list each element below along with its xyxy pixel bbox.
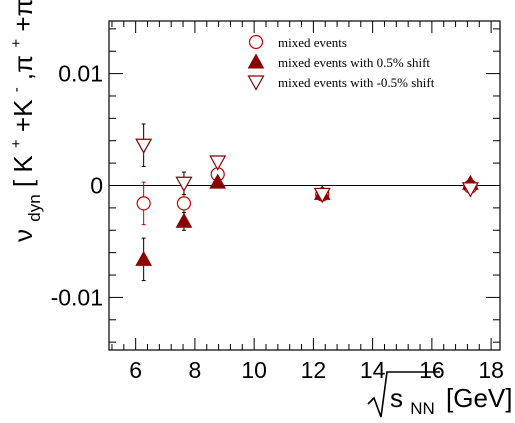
legend-label: mixed events with 0.5% shift bbox=[278, 55, 430, 70]
svg-text:s NN: s NN bbox=[390, 383, 435, 418]
data-point bbox=[461, 182, 479, 198]
sqrt-symbol bbox=[367, 371, 440, 418]
data-point bbox=[136, 196, 151, 211]
y-axis-label-sup1: + bbox=[8, 139, 25, 148]
svg-text:ν dyn [ K: ν dyn [ K + +K - ,π + +π - ] bbox=[0, 0, 46, 242]
y-axis-label-sup2: - bbox=[8, 87, 25, 92]
x-axis-label-s: s bbox=[390, 383, 403, 413]
y-axis-label-k: K bbox=[8, 155, 38, 173]
y-axis-label-sub: dyn bbox=[25, 194, 44, 221]
x-tick-label: 10 bbox=[241, 357, 267, 383]
y-axis-label-kminus: +K bbox=[8, 99, 38, 132]
tick-labels: 6 8 10 12 14 16 18 -0.01 0 0.01 bbox=[51, 61, 504, 383]
legend-marker bbox=[247, 75, 265, 91]
x-tick-label: 8 bbox=[189, 357, 202, 383]
legend-marker bbox=[248, 34, 264, 50]
y-axis-label-bracket-open: [ bbox=[8, 179, 38, 187]
y-tick-label: 0 bbox=[90, 173, 103, 199]
x-tick-label: 14 bbox=[360, 357, 386, 383]
y-axis-label-pi: ,π bbox=[8, 55, 38, 80]
legend-marker bbox=[247, 53, 265, 69]
x-tick-label: 18 bbox=[478, 357, 504, 383]
y-axis-label-nu: ν bbox=[8, 229, 38, 242]
data-point bbox=[135, 250, 153, 266]
y-axis-label-pi2: +π bbox=[8, 0, 38, 32]
y-tick-label: -0.01 bbox=[51, 284, 103, 310]
data-point bbox=[176, 196, 192, 211]
data-point bbox=[175, 212, 193, 228]
x-axis-title: s NN [GeV] bbox=[367, 371, 512, 418]
axis-ticks bbox=[109, 21, 500, 350]
y-axis-title: ν dyn [ K + +K - ,π + +π - ] bbox=[0, 0, 46, 242]
data-point bbox=[209, 155, 227, 171]
legend: mixed events mixed events with 0.5% shift… bbox=[247, 34, 435, 91]
legend-label: mixed events bbox=[278, 35, 347, 50]
x-tick-label: 16 bbox=[419, 357, 445, 383]
data-marks bbox=[135, 123, 479, 282]
x-axis-label-sub: NN bbox=[410, 399, 435, 418]
x-tick-label: 12 bbox=[301, 357, 327, 383]
x-tick-label: 6 bbox=[129, 357, 142, 383]
series-3 bbox=[135, 123, 479, 204]
data-point bbox=[209, 173, 227, 189]
data-point bbox=[135, 138, 153, 154]
y-tick-label: 0.01 bbox=[58, 61, 103, 87]
data-point bbox=[313, 187, 331, 204]
data-point bbox=[175, 176, 193, 192]
y-axis-label-sup3: + bbox=[8, 39, 25, 48]
x-axis-label-unit: [GeV] bbox=[446, 383, 512, 413]
legend-label: mixed events with -0.5% shift bbox=[278, 75, 435, 90]
